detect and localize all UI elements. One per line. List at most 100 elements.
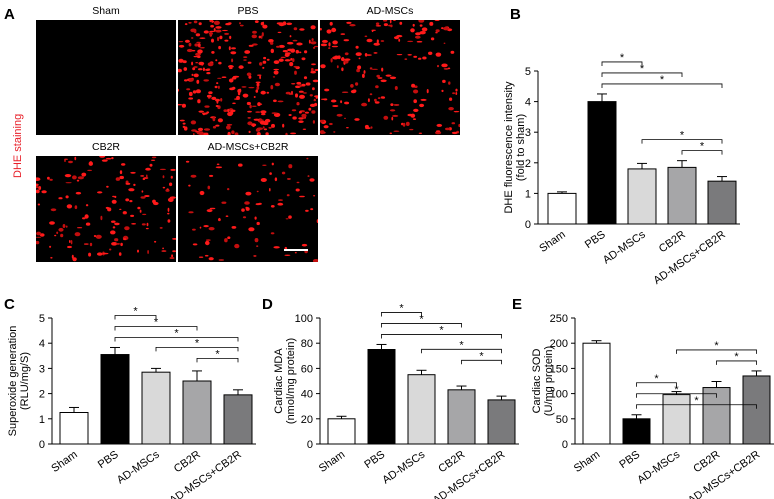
fluorescent-cell (320, 130, 325, 135)
fluorescent-cell (374, 101, 380, 104)
fluorescent-cell (450, 50, 455, 54)
fluorescent-cell (412, 23, 415, 27)
fluorescent-cell (278, 44, 285, 48)
fluorescent-cell (355, 82, 359, 86)
fluorescent-cell (270, 232, 275, 235)
fluorescent-cell (115, 243, 120, 245)
fluorescent-cell (159, 168, 166, 171)
fluorescent-cell (383, 115, 389, 120)
fluorescent-cell (238, 88, 242, 93)
fluorescent-cell (330, 99, 337, 103)
fluorescent-cell (363, 70, 366, 74)
fluorescent-cell (50, 257, 53, 259)
fluorescent-cell (178, 68, 182, 73)
fluorescent-cell (443, 68, 449, 70)
fluorescent-cell (89, 242, 93, 247)
fluorescent-cell (184, 79, 188, 82)
fluorescent-cell (375, 85, 379, 89)
fluorescent-cell (218, 217, 221, 221)
fluorescent-cell (111, 220, 116, 223)
significance-star: * (620, 52, 625, 64)
x-tick-label: PBS (617, 449, 642, 471)
fluorescent-cell (260, 119, 264, 121)
fluorescent-cell (191, 50, 196, 52)
fluorescent-cell (413, 89, 419, 94)
fluorescent-cell (81, 172, 87, 177)
fluorescent-cell (350, 84, 354, 88)
fluorescent-cell (246, 72, 252, 77)
fluorescent-cell (246, 101, 251, 106)
x-tick-label: Sham (572, 449, 602, 475)
fluorescent-cell (141, 223, 146, 226)
fluorescent-cell (208, 227, 215, 231)
fluorescent-cell (179, 119, 185, 122)
fluorescent-cell (141, 190, 144, 193)
fluorescent-cell (58, 197, 63, 200)
fluorescent-cell (224, 39, 229, 42)
fluorescent-cell (411, 83, 416, 88)
fluorescent-cell (208, 257, 214, 261)
fluorescent-cell (178, 88, 179, 92)
panel-letter-a: A (4, 6, 15, 23)
fluorescent-cell (336, 113, 343, 117)
fluorescent-cell (190, 28, 197, 33)
fluorescent-cell (277, 31, 282, 34)
fluorescent-cell (232, 102, 236, 105)
fluorescent-cell (36, 177, 41, 181)
fluorescent-cell (323, 98, 328, 101)
significance-star: * (680, 130, 685, 142)
fluorescent-cell (346, 127, 349, 129)
fluorescent-cell (278, 58, 284, 62)
significance-bracket (421, 348, 502, 354)
fluorescent-cell (383, 23, 388, 27)
fluorescent-cell (447, 67, 451, 70)
image-label-pbs: PBS (237, 5, 259, 17)
fluorescent-cell (133, 183, 136, 186)
fluorescent-cell (261, 113, 266, 116)
significance-bracket (381, 334, 502, 339)
fluorescent-cell (212, 125, 217, 129)
fluorescent-cell (237, 91, 241, 96)
fluorescent-cell (226, 123, 233, 126)
fluorescent-cell (228, 78, 234, 83)
fluorescent-cell (286, 194, 290, 197)
fluorescent-cell (315, 95, 318, 99)
fluorescent-cell (270, 48, 274, 54)
fluorescent-cell (142, 213, 147, 216)
fluorescent-cell (198, 22, 202, 26)
fluorescent-cell (349, 24, 356, 27)
fluorescent-cell (301, 113, 307, 118)
fluorescent-cell (286, 22, 293, 26)
fluorescent-cell (199, 226, 202, 229)
fluorescent-cell (206, 94, 212, 98)
significance-star: * (674, 384, 679, 396)
fluorescent-cell (196, 41, 201, 44)
fluorescent-cell (119, 208, 122, 210)
bar-ad-mscs-cb2r (223, 394, 253, 445)
fluorescent-cell (209, 174, 214, 177)
panel-letter-b: B (510, 6, 521, 23)
fluorescent-cell (197, 99, 201, 104)
micrograph-ad-mscs (320, 20, 460, 135)
y-axis-label: (U/mg protein) (543, 346, 555, 416)
fluorescent-cell (171, 254, 174, 258)
fluorescent-cell (242, 93, 249, 98)
fluorescent-cell (304, 50, 308, 54)
fluorescent-cell (452, 92, 456, 95)
fluorescent-cell (426, 89, 429, 94)
significance-bracket (601, 72, 683, 77)
fluorescent-cell (314, 45, 318, 48)
fluorescent-cell (306, 157, 309, 160)
fluorescent-cell (314, 103, 318, 107)
bar-sham (59, 412, 89, 445)
fluorescent-cell (274, 82, 280, 87)
fluorescent-cell (296, 102, 300, 105)
fluorescent-cell (245, 207, 250, 211)
y-tick-label: 2 (39, 389, 45, 401)
fluorescent-cell (215, 105, 219, 107)
significance-bracket (636, 382, 677, 387)
fluorescent-cell (304, 111, 309, 114)
fluorescent-cell (290, 58, 293, 61)
fluorescent-cell (191, 73, 194, 76)
fluorescent-cell (231, 226, 237, 229)
